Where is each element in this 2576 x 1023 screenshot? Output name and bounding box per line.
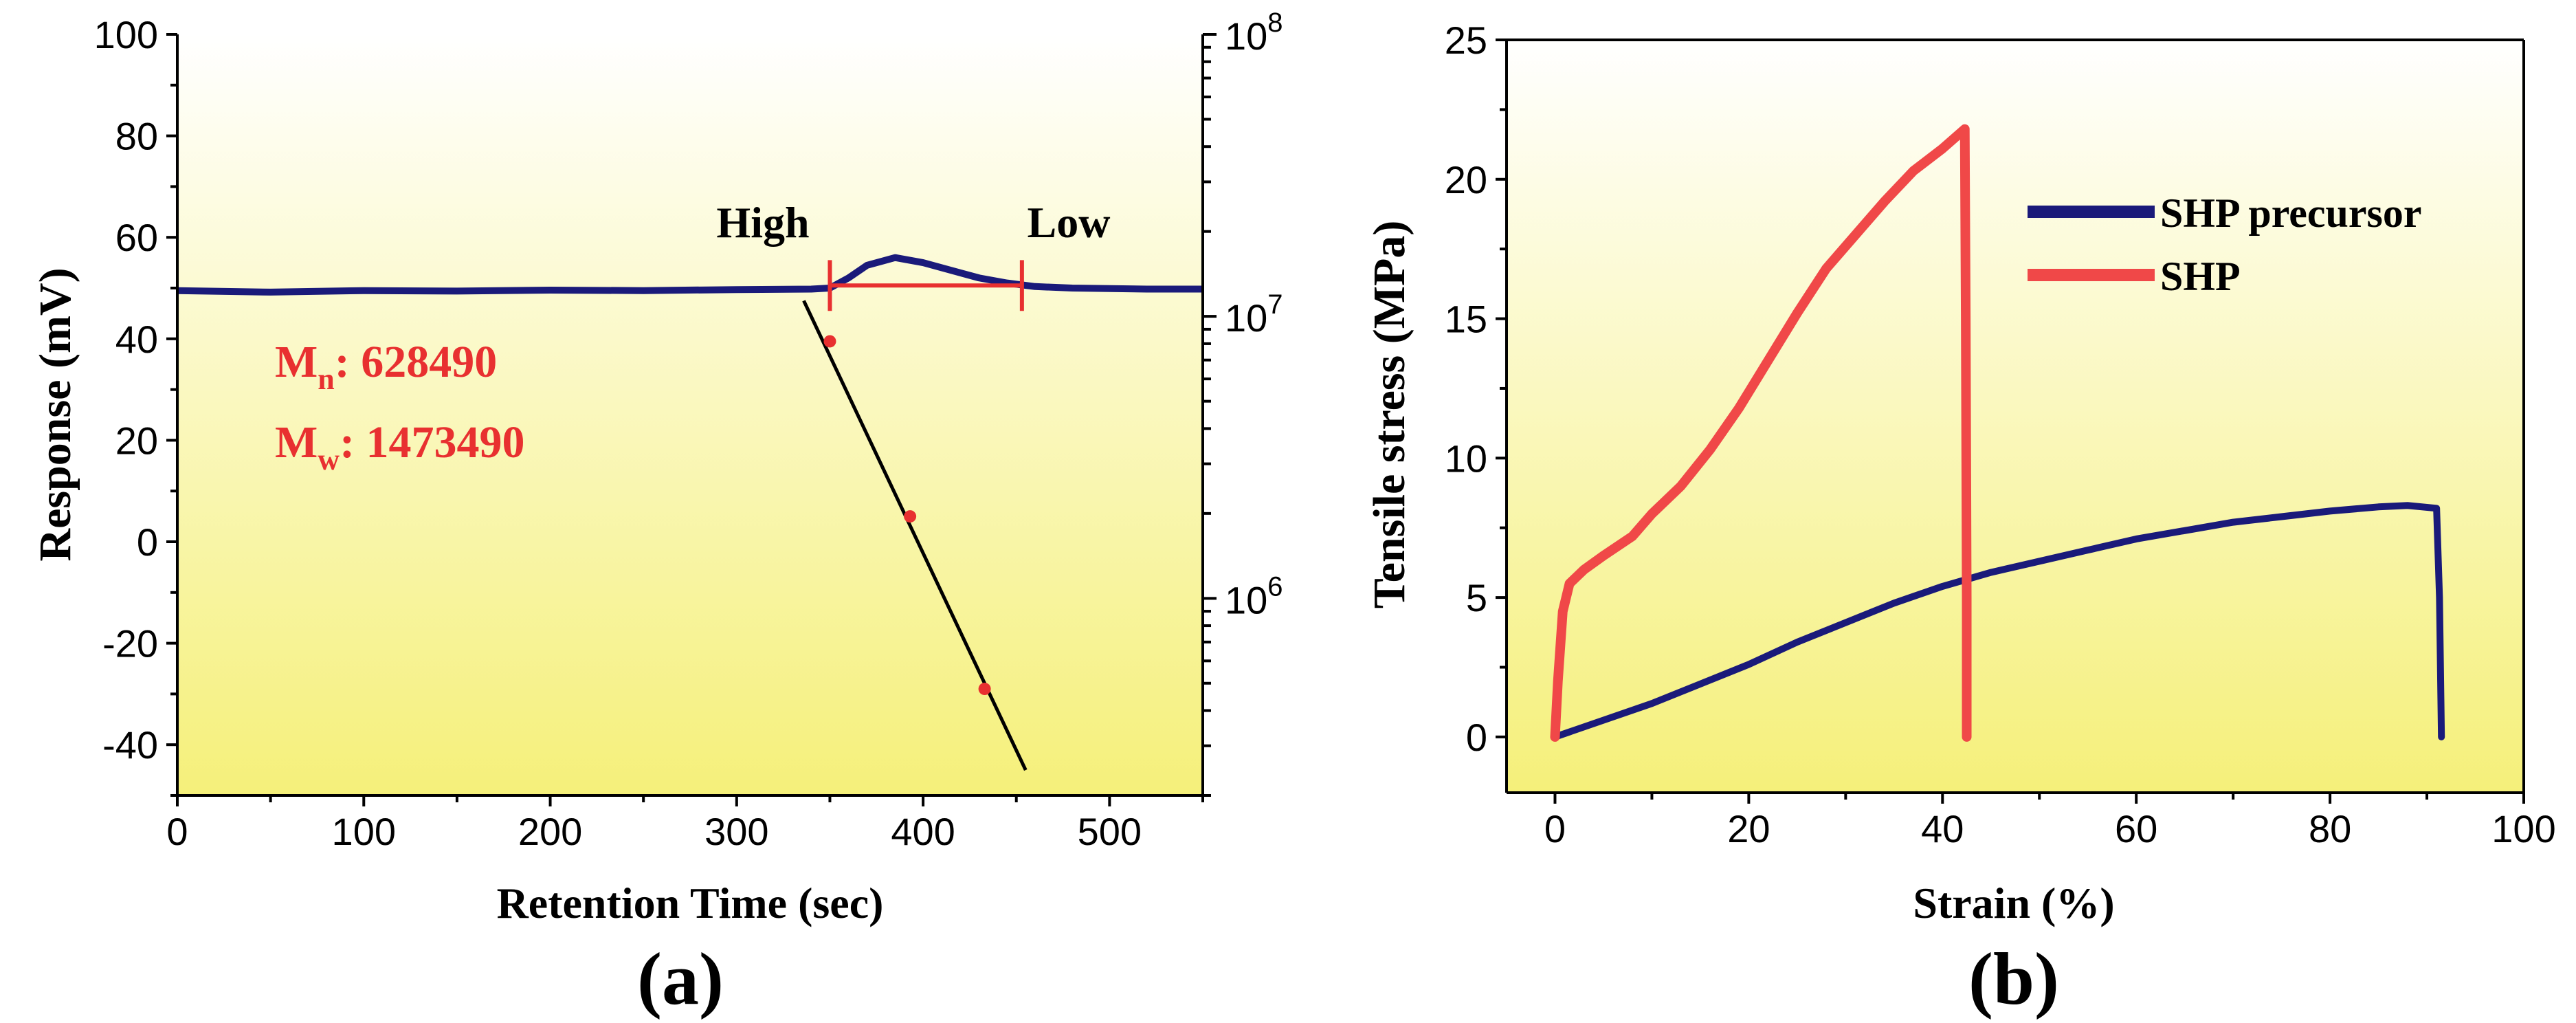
panel-a-x-axis-title: Retention Time (sec) (497, 879, 884, 927)
panel-b-label: (b) (1968, 938, 2059, 1020)
panel-a-y-axis-title: Response (mV) (30, 267, 80, 561)
panel-a-x-tick-label: 100 (332, 810, 396, 853)
panel-a-y-tick-label: 40 (115, 318, 158, 361)
panel-a-mw-label: Mw: 1473490 (275, 417, 525, 476)
panel-b-plot-background (1507, 40, 2524, 793)
panel-a-x-tick-label: 300 (704, 810, 768, 853)
panel-a-chart: -40 -20 0 20 40 60 80 100 0 100 200 300 400 500 106 107… (30, 8, 1283, 1020)
panel-b-axes-layer: 0 5 10 15 20 25 0 20 40 60 80 100 (1445, 19, 2556, 850)
panel-b-y-tick-label: 20 (1445, 158, 1487, 201)
panel-b-legend: SHP precursor SHP (2028, 190, 2422, 299)
panel-b-y-axis-title: Tensile stress (MPa) (1364, 221, 1414, 609)
panel-a-x-tick-label: 200 (518, 810, 582, 853)
panel-a-y-tick-label: 100 (94, 13, 158, 56)
panel-b-chart: 0 5 10 15 20 25 0 20 40 60 80 100 SHP precursor SHP… (1364, 19, 2556, 1020)
panel-a-label: (a) (637, 938, 724, 1020)
panel-a-y-tick-label: 0 (137, 520, 158, 564)
panel-a-calibration-point (904, 510, 917, 523)
panel-a-calibration-point (978, 683, 991, 696)
panel-a-low-label: Low (1028, 198, 1111, 247)
panel-a-x-tick-label: 500 (1078, 810, 1142, 853)
panel-b-x-tick-label: 0 (1544, 807, 1566, 850)
panel-a-high-label: High (716, 198, 809, 247)
panel-b-x-tick-label: 20 (1727, 807, 1770, 850)
panel-a-y2-tick-label: 108 (1225, 8, 1283, 58)
legend-label-shp-precursor: SHP precursor (2160, 190, 2422, 236)
panel-b-x-axis-title: Strain (%) (1913, 879, 2114, 927)
panel-a-x-tick-label: 400 (891, 810, 955, 853)
panel-b-x-tick-label: 40 (1921, 807, 1964, 850)
legend-label-shp: SHP (2160, 254, 2241, 299)
panel-b-series-layer (1550, 124, 2445, 742)
panel-a-y-tick-label: 20 (115, 419, 158, 462)
panel-a-x-tick-label: 0 (166, 810, 188, 853)
panel-a-trace (177, 254, 1203, 296)
panel-a-y2-tick-label: 106 (1225, 571, 1283, 622)
panel-b-y-tick-label: 0 (1466, 716, 1487, 759)
panel-a-plot-background (177, 34, 1203, 795)
panel-b-x-tick-label: 80 (2309, 807, 2351, 850)
panel-a-axes-layer: -40 -20 0 20 40 60 80 100 0 100 200 300 400 500 106 107… (94, 8, 1283, 853)
panel-b-series-shp-precursor (1551, 502, 2445, 740)
panel-a-mn-label: Mn: 628490 (275, 337, 497, 396)
panel-b-series-shp (1550, 124, 1972, 742)
panel-b-y-tick-label: 10 (1445, 437, 1487, 480)
panel-b-y-tick-label: 15 (1445, 298, 1487, 341)
panel-b-x-tick-label: 60 (2115, 807, 2157, 850)
panel-b-x-tick-label: 100 (2491, 807, 2555, 850)
panel-b-y-tick-label: 25 (1445, 19, 1487, 62)
panel-b-y-tick-label: 5 (1466, 576, 1487, 619)
panel-a-y-tick-label: -40 (102, 723, 158, 767)
panel-a-series-layer (177, 254, 1203, 771)
panel-a-calibration-point (823, 335, 836, 348)
panel-a-y-tick-label: 60 (115, 216, 158, 259)
panel-a-y-tick-label: -20 (102, 622, 158, 666)
panel-a-y2-tick-label: 107 (1225, 289, 1283, 340)
panel-a-y-tick-label: 80 (115, 115, 158, 158)
